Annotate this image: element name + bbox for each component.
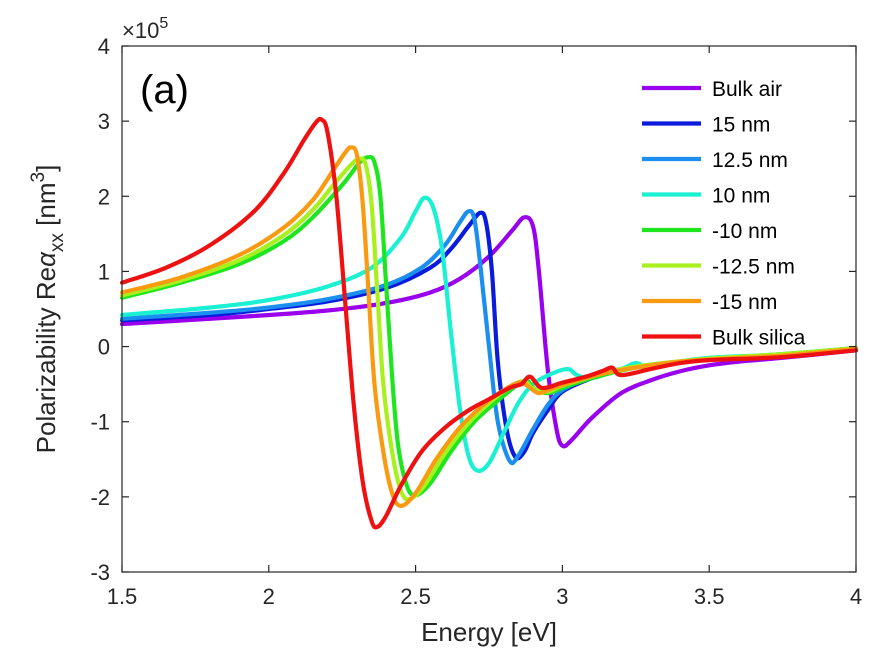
y-tick-label: 0 xyxy=(98,335,110,360)
panel-label: (a) xyxy=(140,68,189,112)
legend-label-2: 12.5 nm xyxy=(712,149,788,172)
series-layer xyxy=(119,116,859,530)
legend-label-3: 10 nm xyxy=(712,185,770,208)
legend-label-4: -10 nm xyxy=(712,220,777,243)
y-tick-label: 4 xyxy=(98,34,110,59)
x-tick-label: 1.5 xyxy=(107,584,138,609)
series-line-7 xyxy=(119,116,859,530)
legend-label-7: Bulk silica xyxy=(712,327,806,350)
legend-label-1: 15 nm xyxy=(712,114,770,137)
series-line-0 xyxy=(119,215,859,449)
x-tick-label: 4 xyxy=(850,584,862,609)
x-tick-label: 2 xyxy=(263,584,275,609)
y-tick-label: -3 xyxy=(90,560,110,585)
y-exponent-label: ×105 xyxy=(122,15,168,43)
y-axis-label-unit-close: ] xyxy=(31,165,61,172)
y-tick-label: -2 xyxy=(90,485,110,510)
legend: Bulk air 15 nm 12.5 nm 10 nm -10 nm -12.5 nm -… xyxy=(642,78,806,350)
y-axis-label-unit-sup: 3 xyxy=(28,172,49,183)
y-tick-label: 1 xyxy=(98,259,110,284)
y-exponent-power: 5 xyxy=(159,15,168,32)
x-tick-label: 2.5 xyxy=(400,584,431,609)
legend-label-6: -15 nm xyxy=(712,291,777,314)
y-tick-label: -1 xyxy=(90,410,110,435)
ticks-layer: 1.5 2 2.5 3 3.5 4 -3 -2 -1 0 1 2 3 4 xyxy=(90,34,862,609)
y-tick-label: 3 xyxy=(98,109,110,134)
legend-label-5: -12.5 nm xyxy=(712,256,795,279)
y-axis-label-subscript: xx xyxy=(47,233,68,253)
x-axis-label: Energy [eV] xyxy=(421,617,557,647)
y-axis-label-unit-open: [nm xyxy=(31,183,61,234)
legend-label-0: Bulk air xyxy=(712,78,782,101)
y-axis-label-prefix: Polarizability Re xyxy=(31,267,61,453)
y-tick-label: 2 xyxy=(98,184,110,209)
x-tick-label: 3.5 xyxy=(694,584,725,609)
y-axis-label: Polarizability Reαxx [nm3] xyxy=(28,165,68,454)
y-axis-label-symbol: α xyxy=(31,251,61,267)
y-exponent-times: ×10 xyxy=(122,18,159,43)
x-tick-label: 3 xyxy=(556,584,568,609)
axes-box xyxy=(121,45,857,573)
